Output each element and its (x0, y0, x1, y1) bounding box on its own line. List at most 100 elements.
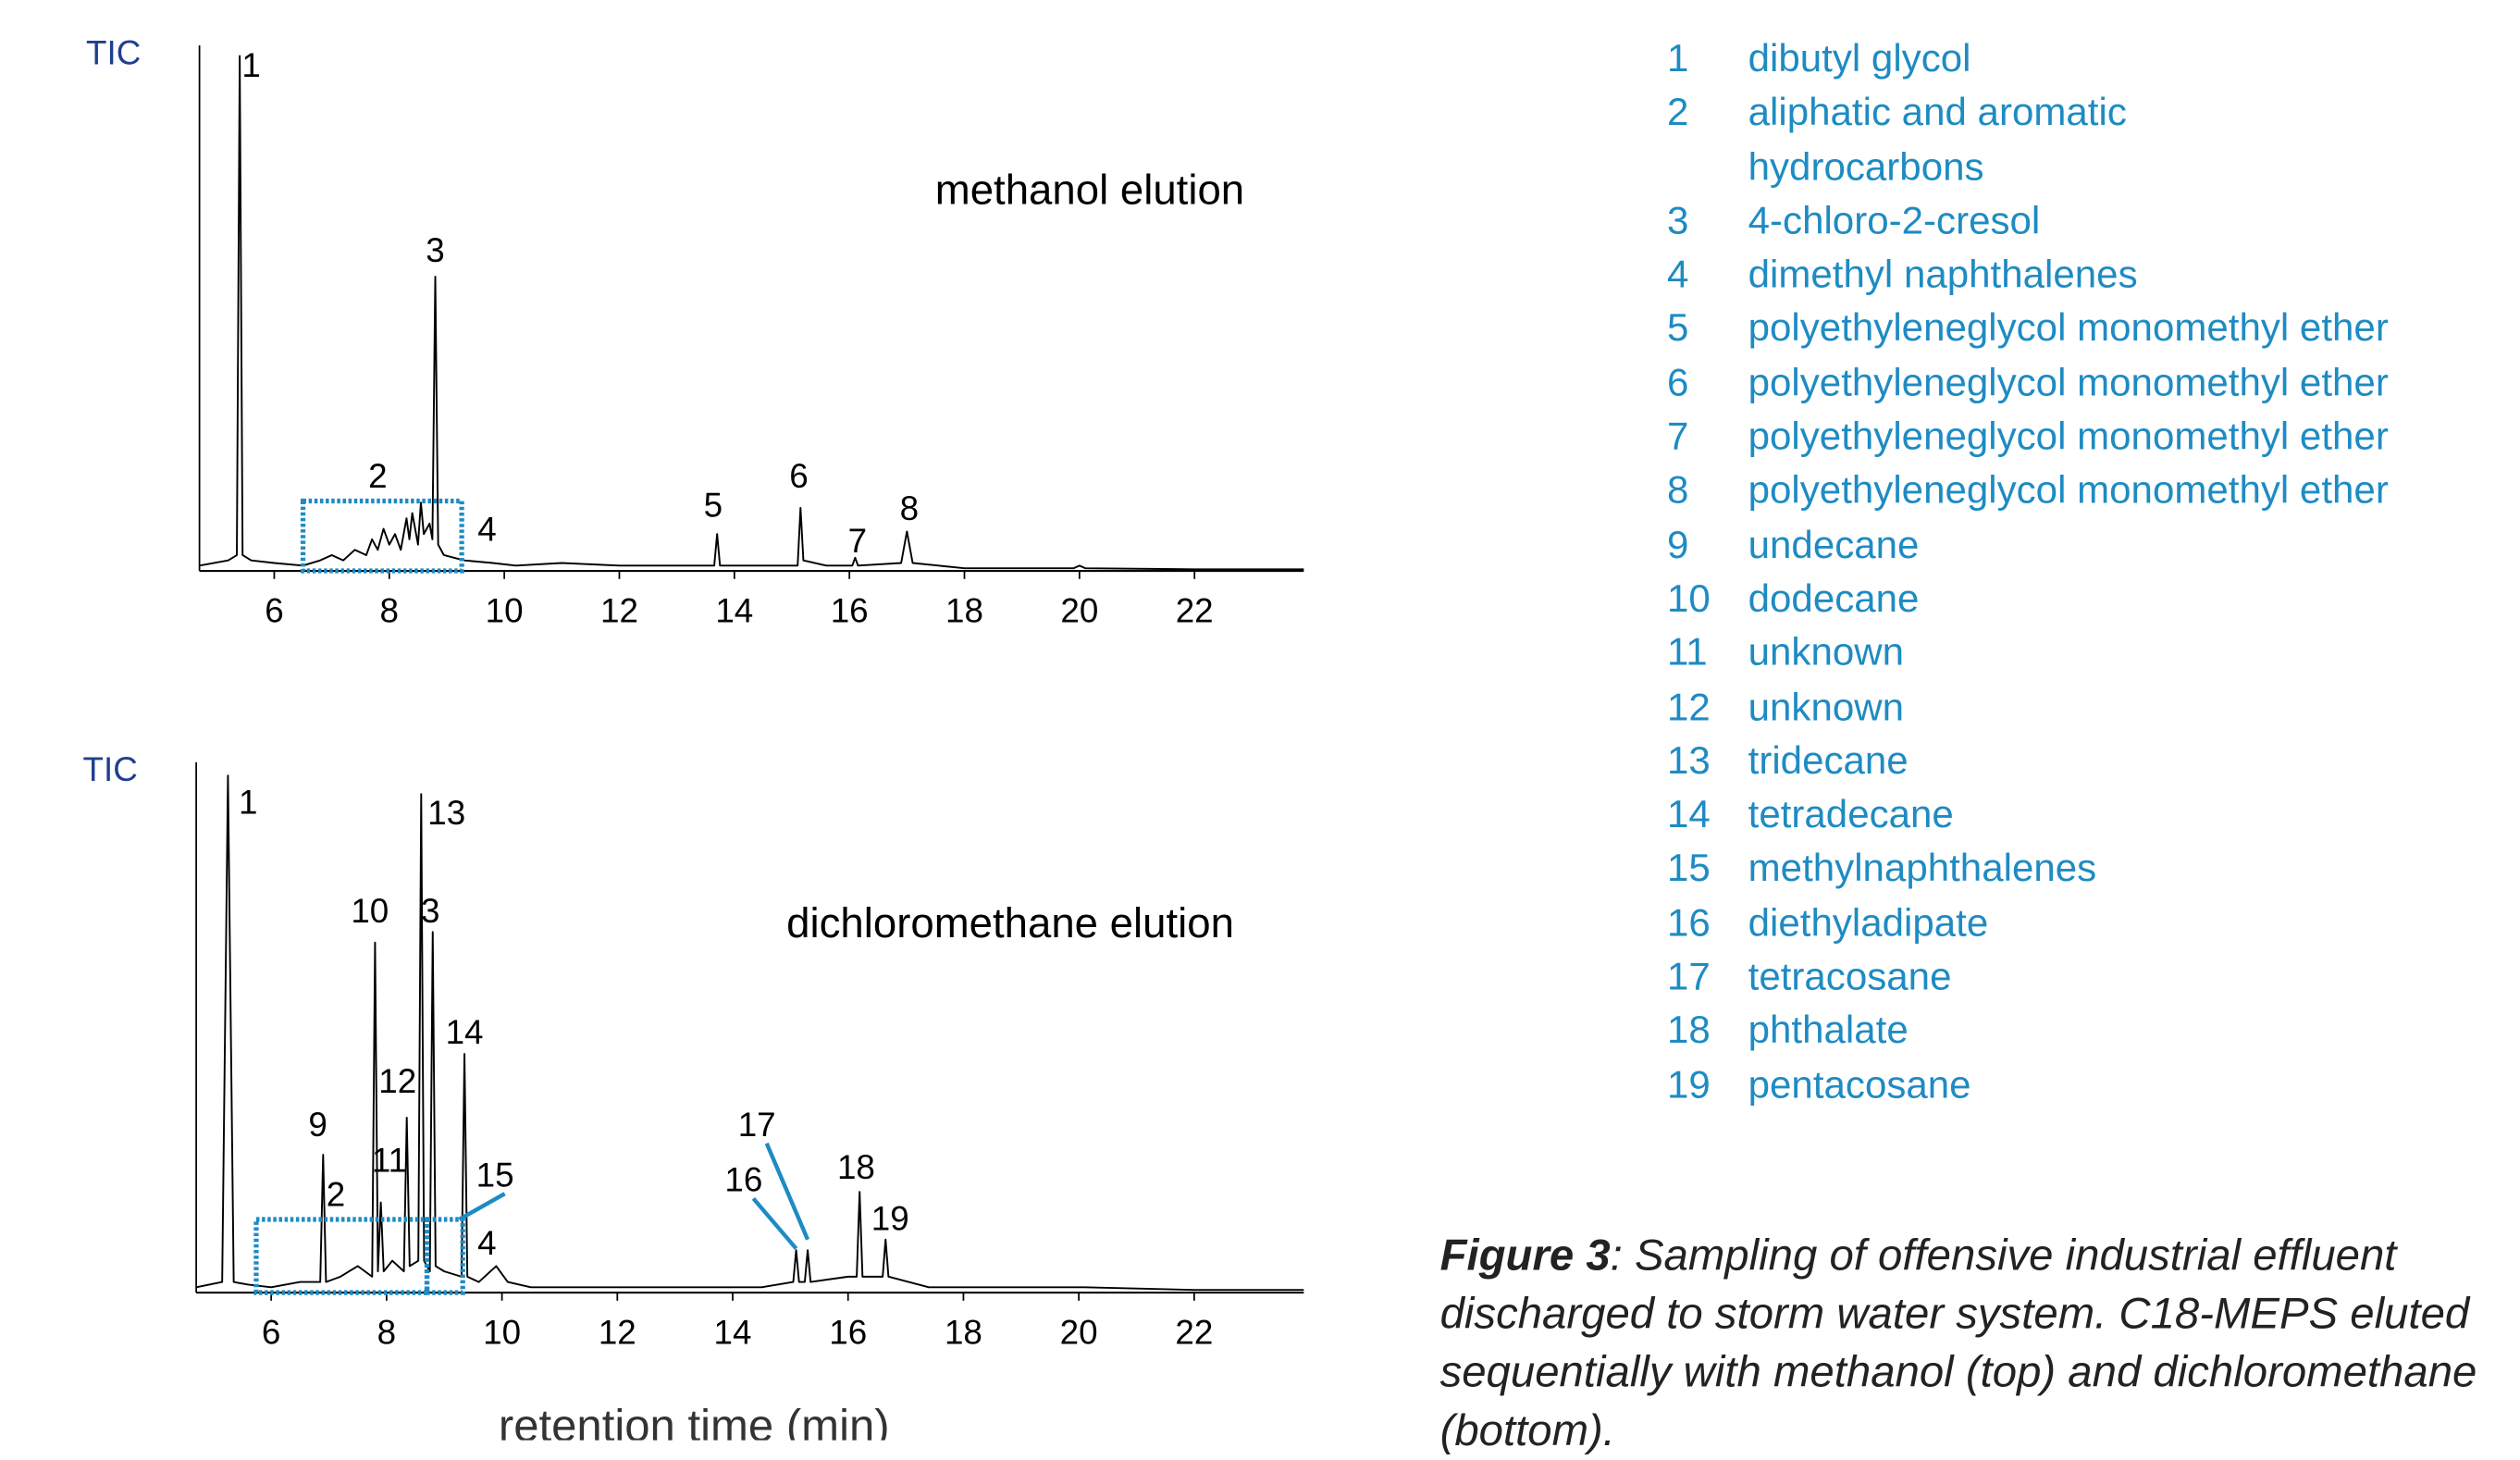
compound-name: dimethyl naphthalenes (1748, 253, 2138, 298)
caption: Figure 3: Sampling of offensive industri… (1440, 1226, 2520, 1459)
x-tick-label: 8 (377, 1313, 396, 1351)
compound-name: aliphatic and aromatic (1748, 91, 2127, 136)
highlight-box (424, 1217, 465, 1295)
compound-name: undecane (1748, 523, 1920, 567)
compound-item: 13 tridecane (1667, 735, 2389, 788)
compound-number: 13 (1666, 739, 1711, 784)
compound-number: 5 (1666, 307, 1689, 352)
compound-number: 8 (1666, 469, 1689, 513)
compound-item: 5 polyethyleneglycol monomethyl ether (1667, 303, 2389, 356)
compound-number: 15 (1666, 847, 1711, 892)
x-tick-label: 16 (829, 1313, 867, 1351)
x-tick-label: 22 (1176, 591, 1214, 629)
compound-item: 2 aliphatic and aromatic (1667, 86, 2389, 140)
peak-label: 3 (426, 231, 444, 269)
compound-number: 16 (1666, 901, 1711, 946)
compound-item: hydrocarbons (1667, 141, 2389, 194)
x-tick-label: 22 (1175, 1313, 1213, 1351)
peak-label: 4 (477, 1224, 496, 1262)
compound-number (1667, 141, 1748, 194)
compound-number: 18 (1666, 1008, 1711, 1054)
compound-item: 19 pentacosane (1667, 1058, 2389, 1112)
compound-item: 18 phthalate (1667, 1005, 2389, 1058)
leader-line (751, 1196, 798, 1250)
compound-name: polyethyleneglycol monomethyl ether (1748, 414, 2389, 460)
peak-label: 1 (239, 783, 257, 821)
compound-name: hydrocarbons (1748, 145, 1984, 190)
peak-label: 4 (477, 511, 496, 549)
compound-item: 6 polyethyleneglycol monomethyl ether (1667, 356, 2389, 410)
peak-label: 17 (738, 1106, 776, 1144)
peak-label: 18 (837, 1148, 875, 1186)
compound-list: 1 dibutyl glycol 2 aliphatic and aromatic hy… (1667, 32, 2389, 1112)
compound-number: 10 (1666, 576, 1711, 622)
compound-item: 8 polyethyleneglycol monomethyl ether (1667, 464, 2389, 518)
compound-item: 3 4-chloro-2-cresol (1667, 194, 2389, 248)
peak-label: 2 (327, 1176, 345, 1214)
compound-number: 2 (1666, 91, 1689, 136)
peak-label: 3 (421, 892, 439, 930)
compound-name: pentacosane (1748, 1063, 1971, 1107)
x-tick-label: 16 (831, 591, 869, 629)
compound-name: 4-chloro-2-cresol (1748, 199, 2041, 243)
compound-item: 9 undecane (1667, 518, 2389, 572)
compound-number: 7 (1666, 414, 1689, 460)
compound-name: dodecane (1748, 576, 1920, 622)
peak-label: 6 (789, 457, 808, 495)
x-tick-label: 12 (600, 591, 638, 629)
compound-number: 1 (1666, 37, 1689, 81)
compound-number: 19 (1666, 1063, 1711, 1107)
compound-name: unknown (1748, 685, 1905, 730)
x-tick-label: 20 (1060, 1313, 1098, 1351)
compound-item: 4 dimethyl naphthalenes (1667, 249, 2389, 303)
peak-label: 15 (476, 1156, 514, 1194)
compound-item: 17 tetracosane (1667, 950, 2389, 1004)
compound-item: 11 unknown (1667, 626, 2389, 680)
compound-name: diethyladipate (1748, 901, 1989, 946)
compound-number: 12 (1666, 685, 1711, 730)
trace (195, 774, 1304, 1292)
peak-label: 10 (351, 892, 389, 930)
x-tick-label: 12 (599, 1313, 636, 1351)
compound-name: polyethyleneglycol monomethyl ether (1748, 307, 2389, 352)
compound-item: 12 unknown (1667, 680, 2389, 734)
peak-label: 16 (724, 1161, 762, 1199)
y-axis-label: TIC (83, 750, 138, 788)
x-tick-label: 6 (262, 1313, 280, 1351)
peak-label: 19 (871, 1199, 909, 1237)
peak-label: 8 (900, 489, 919, 527)
x-tick-label: 8 (380, 591, 399, 629)
highlight-box (300, 498, 464, 574)
compound-item: 10 dodecane (1667, 573, 2389, 626)
peak-label: 2 (368, 457, 387, 495)
compound-item: 7 polyethyleneglycol monomethyl ether (1667, 411, 2389, 464)
x-tick-label: 10 (486, 591, 524, 629)
x-tick-label: 18 (945, 1313, 982, 1351)
peak-label: 11 (372, 1141, 407, 1179)
compound-number: 11 (1666, 631, 1708, 675)
peak-label: 5 (704, 487, 723, 525)
x-axis-label: retention time (min) (499, 1401, 890, 1440)
peak-label: 1 (241, 46, 260, 84)
peak-label: 13 (427, 794, 465, 832)
x-tick-label: 18 (945, 591, 983, 629)
x-tick-label: 6 (265, 591, 283, 629)
peak-label: 14 (446, 1013, 484, 1051)
caption-text: : Sampling of offensive industrial efflu… (1439, 1231, 2477, 1455)
compound-name: methylnaphthalenes (1748, 847, 2097, 892)
leader-line (764, 1142, 810, 1241)
compound-item: 14 tetradecane (1667, 788, 2389, 842)
peak-label: 12 (378, 1062, 416, 1100)
compound-name: phthalate (1748, 1008, 1909, 1054)
compound-name: tetracosane (1748, 955, 1952, 999)
highlight-box (253, 1217, 430, 1295)
compound-name: tridecane (1748, 739, 1909, 784)
compound-item: 15 methylnaphthalenes (1667, 843, 2389, 897)
x-tick-label: 14 (714, 1313, 752, 1351)
y-axis-label: TIC (86, 33, 141, 71)
x-tick-label: 20 (1060, 591, 1098, 629)
x-tick-label: 14 (715, 591, 753, 629)
compound-name: polyethyleneglycol monomethyl ether (1748, 469, 2389, 513)
